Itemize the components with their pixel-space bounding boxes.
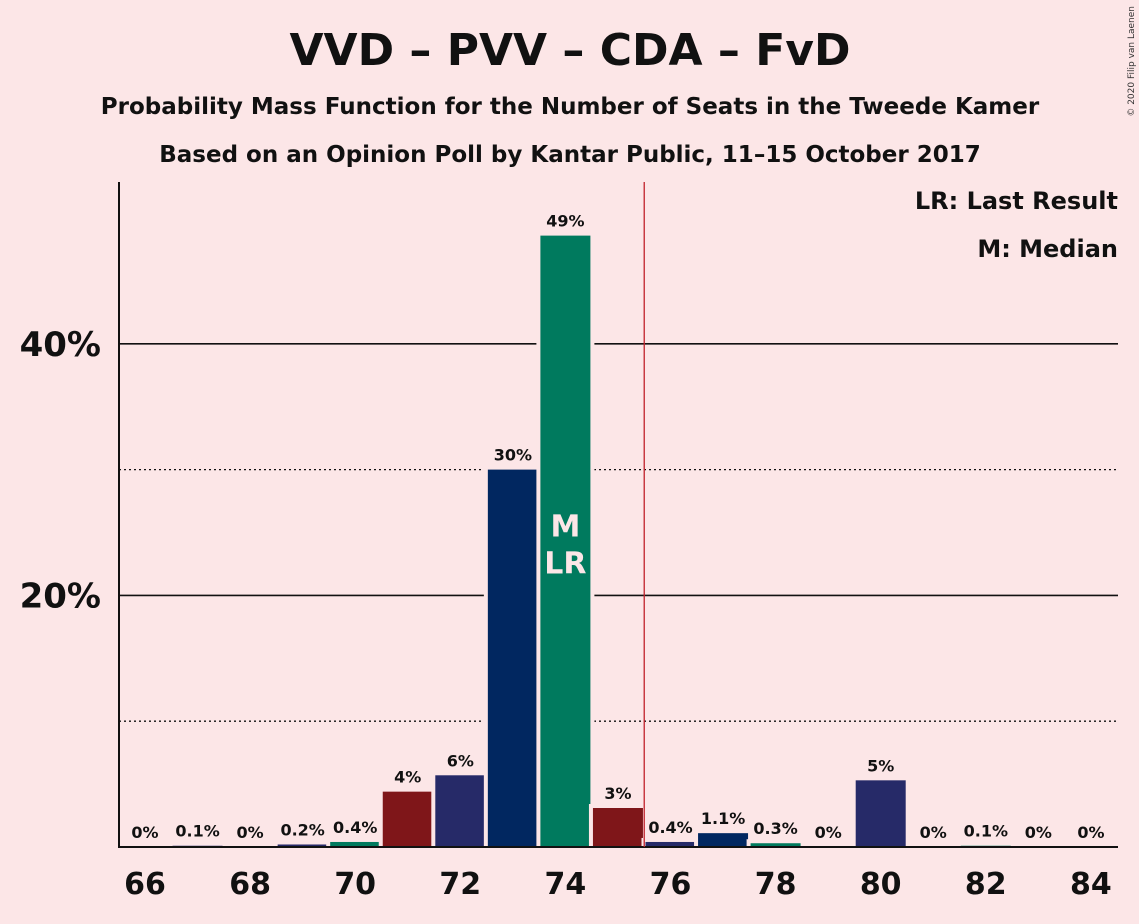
chart-subtitle-2: Based on an Opinion Poll by Kantar Publi…	[159, 142, 981, 168]
y-tick-labels: 20% 40%	[20, 325, 101, 617]
data-label-76: 0.4%	[648, 818, 692, 837]
data-label-68: 0%	[237, 823, 264, 842]
bars	[168, 231, 1015, 847]
bar-73	[487, 469, 538, 847]
bar-70	[330, 841, 381, 847]
bar-halo	[273, 840, 332, 847]
chart-subtitle-1: Probability Mass Function for the Number…	[101, 94, 1040, 120]
bar-75	[592, 808, 643, 847]
data-label-82: 0.1%	[964, 822, 1008, 841]
bar-halo	[746, 839, 805, 847]
x-tick-72: 72	[439, 867, 481, 902]
bar-76	[645, 841, 696, 847]
data-label-74: 49%	[546, 212, 584, 231]
legend-last-result: LR: Last Result	[915, 187, 1118, 215]
bar-74	[540, 235, 591, 847]
x-tick-74: 74	[545, 867, 587, 902]
data-label-80: 5%	[867, 756, 894, 775]
chart-title: VVD – PVV – CDA – FvD	[289, 25, 850, 76]
x-tick-82: 82	[965, 867, 1007, 902]
data-label-71: 4%	[394, 768, 421, 787]
data-labels: 0% 0.1% 0% 0.2% 0.4% 4% 6% 30% 49% 3% 0.4% 1.1% 0.3%…	[131, 212, 1104, 842]
bar-71	[382, 791, 433, 847]
x-tick-68: 68	[229, 867, 271, 902]
bar-72	[435, 775, 486, 847]
data-label-66: 0%	[131, 823, 158, 842]
data-label-79: 0%	[815, 823, 842, 842]
data-label-73: 30%	[494, 446, 532, 465]
data-label-83: 0%	[1025, 823, 1052, 842]
data-label-78: 0.3%	[753, 819, 797, 838]
data-label-81: 0%	[920, 823, 947, 842]
x-tick-80: 80	[860, 867, 902, 902]
x-tick-70: 70	[334, 867, 376, 902]
x-tick-66: 66	[124, 867, 166, 902]
data-label-77: 1.1%	[701, 809, 745, 828]
bar-77	[698, 833, 749, 847]
data-label-67: 0.1%	[175, 822, 219, 841]
x-tick-84: 84	[1070, 867, 1112, 902]
bar-78	[750, 843, 801, 847]
gridlines	[119, 342, 1118, 722]
data-label-75: 3%	[604, 784, 631, 803]
x-tick-76: 76	[650, 867, 692, 902]
data-label-84: 0%	[1077, 823, 1104, 842]
copyright-notice: © 2020 Filip van Laenen	[1127, 6, 1137, 117]
y-tick-40: 40%	[20, 325, 101, 365]
bar-80	[855, 780, 906, 847]
y-tick-20: 20%	[20, 576, 101, 616]
data-label-69: 0.2%	[280, 820, 324, 839]
bar-halo	[168, 841, 227, 847]
legend-median: M: Median	[977, 235, 1118, 263]
axes	[118, 182, 1118, 848]
data-label-70: 0.4%	[333, 818, 377, 837]
bar-69	[277, 844, 328, 847]
x-tick-78: 78	[755, 867, 797, 902]
data-label-72: 6%	[447, 751, 474, 770]
last-result-marker: LR	[544, 546, 586, 581]
median-marker: M	[550, 509, 580, 544]
x-tick-labels: 66 68 70 72 74 76 78 80 82 84	[124, 867, 1112, 902]
bar-halo	[956, 841, 1015, 847]
